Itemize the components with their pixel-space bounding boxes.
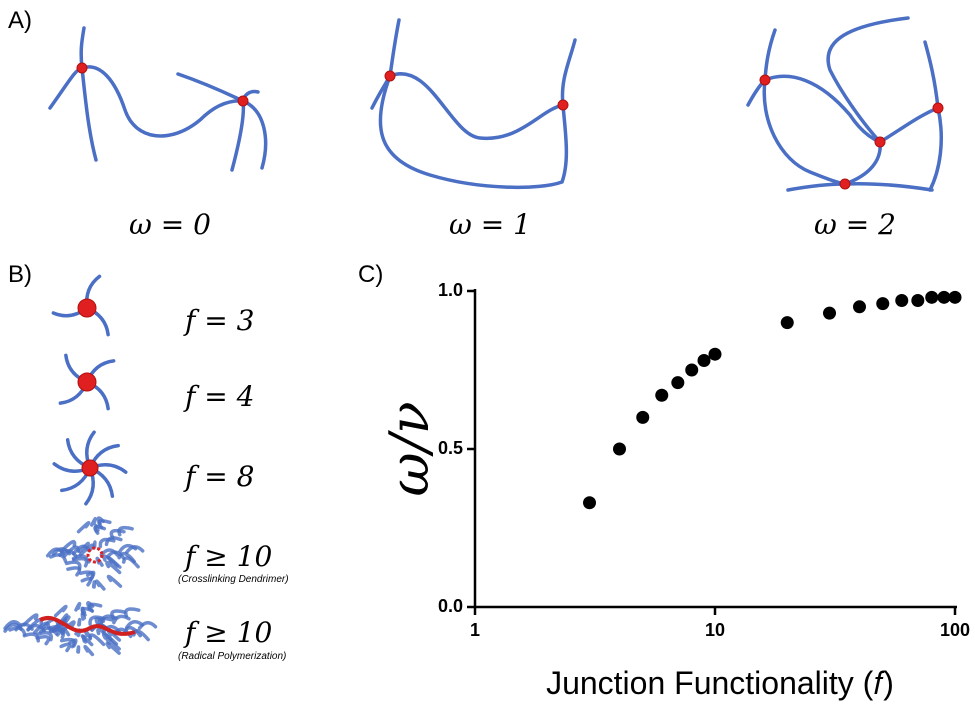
panel-label: C): [358, 261, 383, 288]
chain: [66, 566, 82, 577]
chain: [105, 550, 126, 560]
point: [636, 410, 650, 424]
network-diagram: [48, 26, 268, 172]
chain: [71, 544, 91, 556]
caption: ω = 2: [814, 208, 896, 241]
x-tick-label: 1: [470, 620, 480, 640]
panel-label: A): [8, 7, 32, 34]
chain: [94, 579, 106, 591]
chain: [74, 601, 82, 612]
chain: [35, 634, 51, 646]
chain: [78, 543, 95, 557]
chain: [106, 574, 123, 588]
chain: [51, 547, 72, 557]
chain: [117, 525, 134, 537]
formula: f ≥ 10: [183, 540, 272, 573]
y-tick-label: 1.0: [438, 280, 463, 300]
formula: f = 3: [183, 304, 254, 337]
chain: [78, 570, 95, 581]
junction: [77, 298, 97, 318]
chain: [107, 556, 122, 569]
point: [612, 442, 626, 456]
chain: [59, 637, 76, 649]
y-axis-label: ω/ν: [378, 401, 441, 496]
chain: [71, 554, 91, 564]
chain: [58, 613, 69, 625]
caption: ω = 1: [449, 208, 531, 241]
chain: [125, 545, 145, 554]
point: [697, 354, 711, 368]
chain: [124, 620, 145, 630]
chain: [22, 632, 40, 643]
formula-note: (Crosslinking Dendrimer): [178, 574, 289, 585]
point: [583, 496, 597, 510]
chain: [104, 536, 123, 547]
chain: [81, 634, 88, 644]
panel-label: B): [8, 261, 32, 288]
chain: [78, 541, 90, 554]
point: [823, 306, 837, 320]
chain: [83, 644, 95, 657]
network-diagram: [370, 18, 577, 190]
x-axis-label: Junction Functionality (𝑓): [546, 665, 894, 701]
chain: [39, 616, 136, 636]
chain: [48, 624, 66, 636]
chain: [92, 540, 97, 550]
y-tick-label: 0.5: [438, 438, 463, 458]
chain: [112, 614, 131, 625]
point: [895, 293, 909, 307]
y-tick-label: 0.0: [438, 596, 463, 616]
junction-icons: [3, 274, 158, 657]
chain: [55, 615, 71, 629]
junction: [81, 459, 99, 477]
chain: [90, 517, 98, 527]
point: [876, 297, 890, 311]
caption: ω = 0: [129, 208, 211, 241]
chain: [22, 613, 39, 627]
chain: [97, 519, 112, 530]
chain: [98, 537, 116, 549]
junction: [86, 546, 104, 564]
chain: [76, 520, 91, 534]
point: [937, 290, 951, 304]
chain: [77, 617, 82, 627]
point: [780, 316, 794, 330]
formula-note: (Radical Polymerization): [178, 651, 286, 662]
chain: [88, 633, 106, 647]
chain: [91, 580, 97, 589]
chain: [76, 645, 81, 654]
junction: [77, 372, 97, 392]
x-tick-label: 10: [705, 620, 725, 640]
point: [911, 293, 925, 307]
chain: [124, 607, 141, 618]
chain: [105, 560, 122, 575]
point: [852, 300, 866, 314]
x-tick-label: 100: [940, 620, 970, 640]
chain: [88, 602, 103, 613]
point: [685, 363, 699, 377]
formula: f ≥ 10: [183, 616, 272, 649]
formula: f = 8: [183, 460, 254, 493]
point: [708, 347, 722, 361]
formula: f = 4: [183, 380, 254, 413]
chain: [3, 620, 23, 631]
point: [925, 290, 939, 304]
chain: [59, 642, 72, 653]
chain: [121, 556, 140, 569]
point: [948, 290, 962, 304]
scatter-chart: 0.0 0.5 1.0 1 10 100 Junction Functionality (𝑓…: [378, 280, 970, 701]
chain: [53, 604, 68, 618]
chain: [105, 637, 121, 651]
chain: [101, 632, 119, 646]
network-diagram: [746, 16, 944, 192]
chain: [137, 621, 158, 630]
point: [671, 376, 685, 390]
chain: [64, 560, 82, 571]
chain: [80, 612, 87, 621]
point: [655, 388, 669, 402]
